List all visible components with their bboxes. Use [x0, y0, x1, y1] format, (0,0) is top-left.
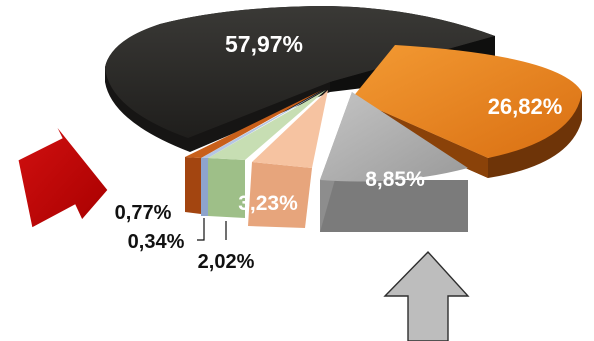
gray-arrow-icon: [383, 250, 470, 341]
slice-8-85: [320, 92, 468, 232]
slice-3-23: [248, 90, 328, 228]
slice-0-77: [185, 90, 322, 214]
label-8-85: 8,85%: [365, 168, 425, 191]
label-2-02: 2,02%: [198, 251, 255, 273]
label-57-97: 57,97%: [225, 31, 303, 57]
label-0-34: 0,34%: [128, 231, 185, 253]
label-3-23: 3,23%: [238, 192, 298, 215]
label-26-82: 26,82%: [488, 94, 563, 119]
slice-0-34: [201, 90, 324, 216]
leader-line-0-34: [197, 218, 205, 241]
slice-2-02: [208, 90, 326, 218]
red-arrow-icon: [17, 123, 109, 229]
label-0-77: 0,77%: [115, 202, 172, 224]
leader-lines: [197, 218, 227, 241]
